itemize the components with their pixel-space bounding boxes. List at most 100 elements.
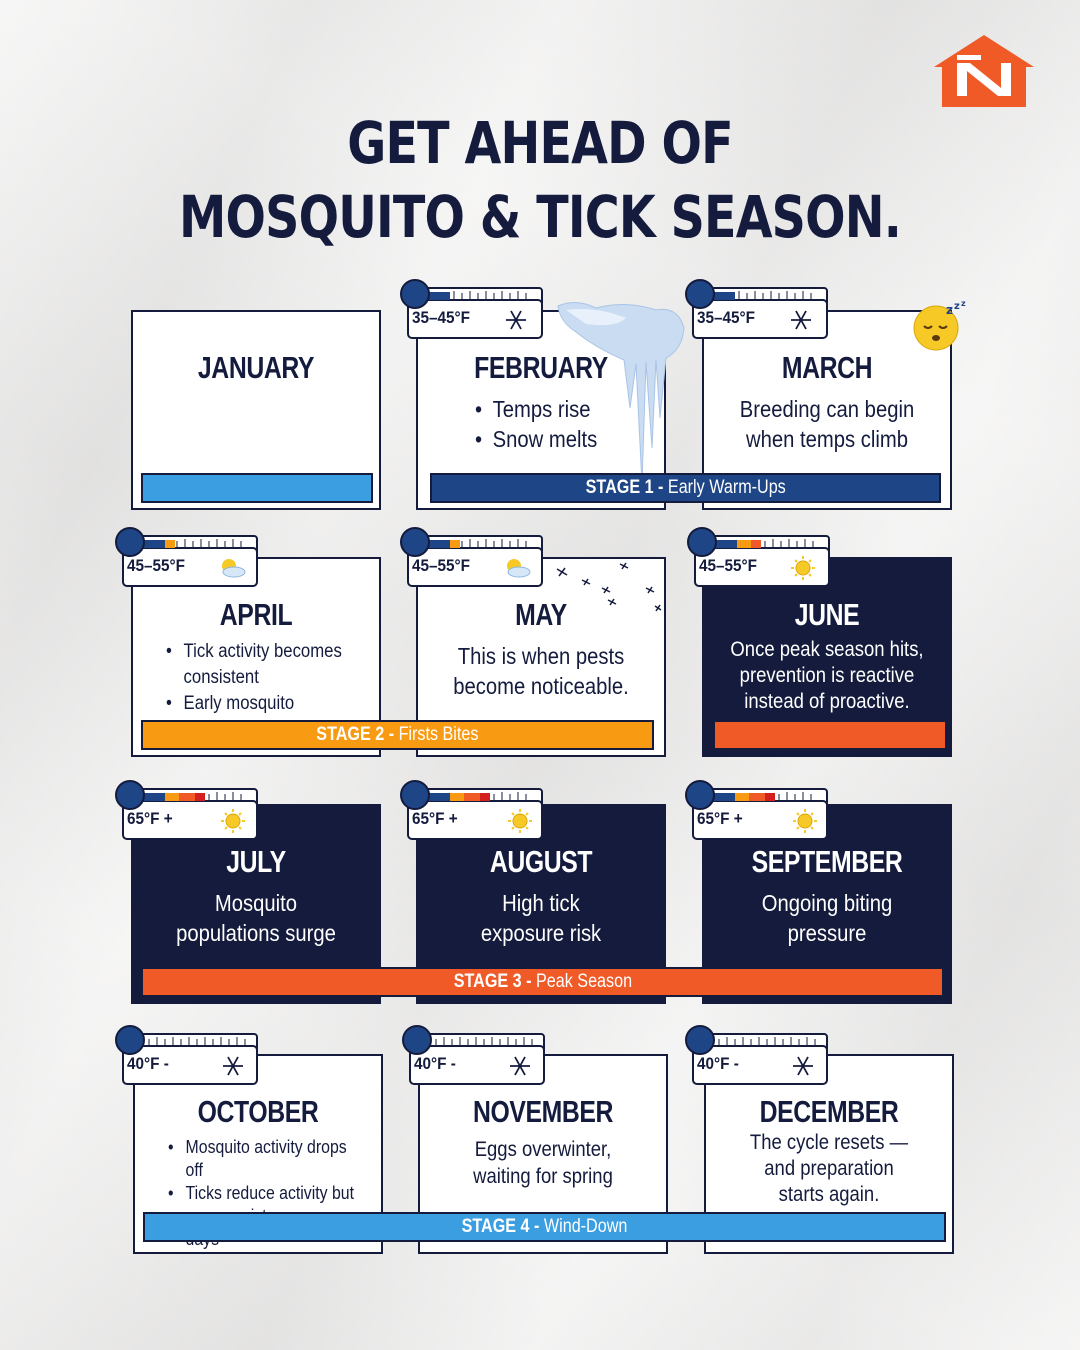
month-body: Once peak season hits, prevention is rea… xyxy=(728,637,927,715)
icicle-icon xyxy=(557,302,685,485)
thermometer-badge-june: 45–55°F xyxy=(685,526,831,588)
thermometer-badge-february: 35–45°F xyxy=(398,278,544,340)
thermometer-badge-december: 40°F - xyxy=(683,1024,829,1086)
body-line: This is when pests xyxy=(457,643,625,669)
thermometer-icon xyxy=(400,780,543,840)
stage-name: Wind-Down xyxy=(543,1216,628,1237)
thermometer-icon xyxy=(115,527,258,587)
bullet-item: Mosquito activity drops off xyxy=(163,1136,364,1182)
page-title-line2: MOSQUITO & TICK SEASON. xyxy=(179,183,902,251)
month-title: SEPTEMBER xyxy=(751,844,903,879)
stage-bar-june xyxy=(713,720,947,750)
temperature-label: 35–45°F xyxy=(412,308,471,327)
month-body: Eggs overwinter, waiting for spring xyxy=(444,1136,643,1190)
month-body: Breeding can begin when temps climb xyxy=(728,394,927,454)
body-line: Eggs overwinter, xyxy=(474,1138,612,1161)
page-title-line1: GET AHEAD OF xyxy=(347,109,733,177)
stage-label: STAGE 3 - xyxy=(453,971,532,992)
body-line: Breeding can begin xyxy=(739,396,915,422)
temperature-label: 45–55°F xyxy=(412,556,471,575)
thermometer-icon xyxy=(402,1025,545,1085)
month-title: MARCH xyxy=(781,350,873,385)
thermometer-badge-april: 45–55°F xyxy=(113,526,259,588)
thermometer-icon xyxy=(685,1025,828,1085)
mosquito-swarm-icon xyxy=(556,562,662,612)
svg-text:z: z xyxy=(946,303,953,317)
stage-name: Firsts Bites xyxy=(398,724,479,745)
month-body: This is when pests become noticeable. xyxy=(442,641,641,701)
thermometer-badge-march: 35–45°F xyxy=(683,278,829,340)
body-line: Mosquito xyxy=(214,890,298,916)
body-line: High tick xyxy=(502,890,580,916)
month-title: AUGUST xyxy=(489,844,593,879)
svg-text:z: z xyxy=(961,300,966,308)
thermometer-badge-may: 45–55°F xyxy=(398,526,544,588)
stage-name: Peak Season xyxy=(535,971,632,992)
month-card-december: DECEMBER The cycle resets — and preparat… xyxy=(704,1054,954,1254)
stage-label: STAGE 1 - xyxy=(585,477,664,498)
body-line: starts again. xyxy=(778,1183,880,1206)
body-line: waiting for spring xyxy=(473,1165,613,1188)
stage-bar-january xyxy=(141,473,373,503)
body-line: prevention is reactive xyxy=(739,664,915,687)
month-body: Temps rise Snow melts xyxy=(470,394,642,454)
month-title: OCTOBER xyxy=(197,1094,319,1129)
month-title: APRIL xyxy=(219,597,293,632)
month-title: JULY xyxy=(226,844,286,879)
temperature-label: 40°F - xyxy=(127,1054,169,1073)
bullet-item: Tick activity becomes consistent xyxy=(161,639,362,691)
temperature-label: 40°F - xyxy=(697,1054,739,1073)
svg-text:z: z xyxy=(954,301,960,312)
thermometer-badge-september: 65°F + xyxy=(683,779,829,841)
thermometer-icon xyxy=(115,780,258,840)
thermometer-badge-august: 65°F + xyxy=(398,779,544,841)
thermometer-icon xyxy=(400,279,543,339)
temperature-label: 45–55°F xyxy=(127,556,186,575)
thermometer-badge-october: 40°F - xyxy=(113,1024,259,1086)
month-title: DECEMBER xyxy=(759,1094,899,1129)
body-line: Once peak season hits, xyxy=(730,638,924,661)
bullet-item: Snow melts xyxy=(470,424,642,454)
body-line: populations surge xyxy=(176,920,336,946)
month-title: JUNE xyxy=(794,597,860,632)
temperature-label: 35–45°F xyxy=(697,308,756,327)
body-line: The cycle resets — xyxy=(749,1131,909,1154)
stage-bar-stage4: STAGE 4 - Wind-Down xyxy=(143,1212,946,1242)
stage-bar-stage3: STAGE 3 - Peak Season xyxy=(141,967,944,997)
sleeping-face-icon: z z z xyxy=(913,300,966,351)
month-body: High tick exposure risk xyxy=(442,888,641,948)
thermometer-icon xyxy=(685,279,828,339)
month-body: Ongoing biting pressure xyxy=(728,888,927,948)
temperature-label: 45–55°F xyxy=(699,556,758,575)
thermometer-icon xyxy=(685,780,828,840)
stage-bar-stage2: STAGE 2 - Firsts Bites xyxy=(141,720,654,750)
body-line: when temps climb xyxy=(745,426,908,452)
body-line: exposure risk xyxy=(480,920,602,946)
temperature-label: 65°F + xyxy=(412,809,458,828)
thermometer-badge-july: 65°F + xyxy=(113,779,259,841)
month-title: NOVEMBER xyxy=(472,1094,614,1129)
month-body: The cycle resets — and preparation start… xyxy=(730,1130,929,1208)
temperature-label: 65°F + xyxy=(127,809,173,828)
body-line: and preparation xyxy=(764,1157,894,1180)
stage-bar-stage1: STAGE 1 - Early Warm-Ups xyxy=(430,473,941,503)
thermometer-icon xyxy=(115,1025,258,1085)
brand-logo-house-icon xyxy=(934,35,1034,107)
temperature-label: 40°F - xyxy=(414,1054,456,1073)
body-line: become noticeable. xyxy=(453,673,629,699)
bullet-item: Temps rise xyxy=(470,394,642,424)
temperature-label: 65°F + xyxy=(697,809,743,828)
stage-label: STAGE 2 - xyxy=(316,724,395,745)
body-line: instead of proactive. xyxy=(744,690,910,713)
month-body: Mosquito populations surge xyxy=(157,888,356,948)
thermometer-icon xyxy=(400,527,543,587)
stage-label: STAGE 4 - xyxy=(461,1216,540,1237)
body-line: Ongoing biting xyxy=(761,890,893,916)
month-title: MAY xyxy=(515,597,567,632)
thermometer-badge-november: 40°F - xyxy=(400,1024,546,1086)
body-line: pressure xyxy=(787,920,867,946)
month-title: FEBRUARY xyxy=(474,350,608,385)
month-title: JANUARY xyxy=(197,350,315,385)
stage-name: Early Warm-Ups xyxy=(667,477,786,498)
thermometer-icon xyxy=(687,527,830,587)
